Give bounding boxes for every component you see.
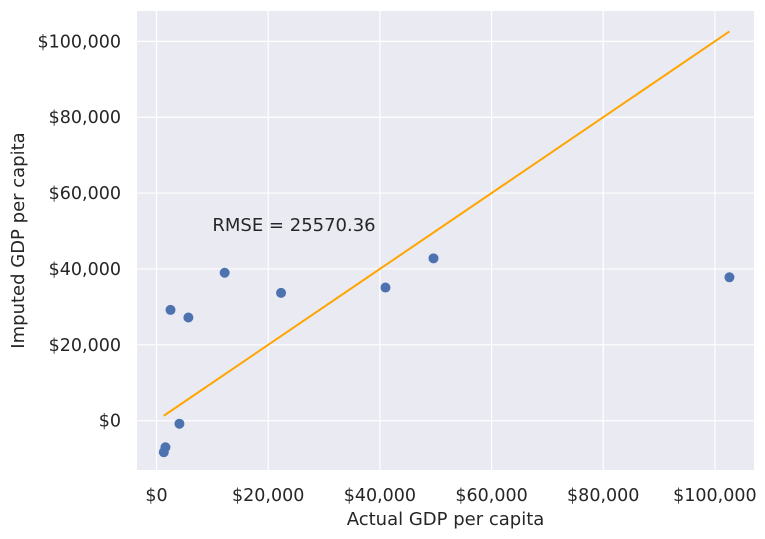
scatter-point [183, 312, 194, 323]
scatter-point [174, 418, 185, 429]
x-tick-label: $60,000 [455, 486, 527, 506]
x-tick-label: $40,000 [344, 486, 416, 506]
rmse-annotation: RMSE = 25570.36 [212, 215, 375, 236]
scatter-point [160, 442, 171, 453]
scatter-point [380, 282, 391, 293]
scatter-point [165, 304, 176, 315]
grid-lines [137, 11, 754, 470]
y-tick-label: $100,000 [37, 32, 121, 52]
scatter-point [724, 272, 735, 283]
fit-line [163, 30, 730, 417]
x-tick-labels: $0 $20,000 $40,000 $60,000 $80,000 $100,000 [145, 486, 756, 506]
y-tick-labels: $0 $20,000 $40,000 $60,000 $80,000 $100,000 [37, 32, 121, 431]
y-tick-label: $80,000 [49, 108, 121, 128]
x-tick-label: $100,000 [673, 486, 757, 506]
x-tick-label: $0 [145, 486, 167, 506]
y-tick-label: $0 [99, 412, 121, 432]
scatter-point [219, 267, 230, 278]
y-axis-label: Imputed GDP per capita [8, 132, 29, 348]
x-tick-label: $80,000 [567, 486, 639, 506]
plot-area [137, 11, 754, 470]
scatter-point [428, 253, 439, 264]
scatter-point [276, 287, 287, 298]
data-marks [158, 30, 735, 458]
y-tick-label: $40,000 [49, 260, 121, 280]
y-tick-label: $60,000 [49, 184, 121, 204]
x-axis-label: Actual GDP per capita [347, 509, 545, 530]
y-tick-label: $20,000 [49, 336, 121, 356]
x-tick-label: $20,000 [232, 486, 304, 506]
